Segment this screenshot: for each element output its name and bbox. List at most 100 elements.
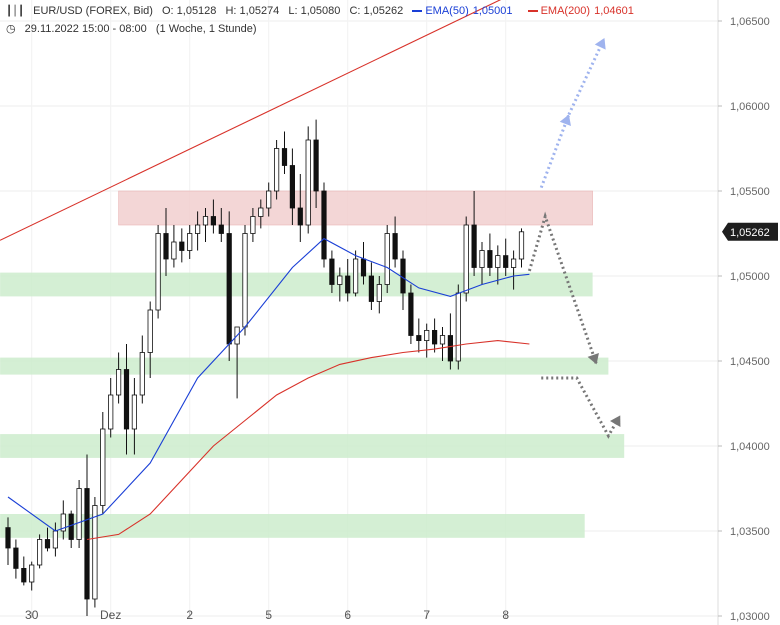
bear-arrow: [541, 376, 622, 439]
candle: [202, 208, 209, 242]
trendline-layer: [0, 0, 502, 241]
x-tick-label: 8: [502, 608, 509, 622]
candle-body: [155, 233, 161, 311]
candle-body: [226, 233, 232, 345]
candle: [487, 233, 493, 276]
candle-body: [376, 284, 382, 302]
candle-body: [305, 139, 311, 226]
candle-body: [163, 233, 169, 260]
candle-body: [37, 539, 43, 566]
candle: [273, 140, 280, 200]
bull-arrowhead: [559, 114, 571, 126]
candle-body: [321, 190, 327, 260]
bull-arrow: [539, 113, 571, 189]
candle-body: [503, 255, 509, 268]
candle-body: [242, 233, 248, 328]
ema200-legend: EMA(200) 1,04601: [527, 5, 640, 17]
bull-arrowhead: [594, 38, 606, 50]
candle: [171, 225, 177, 268]
candle-body: [258, 207, 264, 217]
candle-body: [52, 530, 59, 549]
candle-body: [447, 335, 454, 362]
candle-body: [495, 255, 501, 268]
candle: [13, 539, 19, 579]
candle-body: [100, 428, 106, 506]
candle-body: [68, 513, 74, 540]
candle-body: [471, 224, 477, 268]
candle-body: [337, 275, 343, 285]
support-zone: [0, 272, 593, 297]
candle-body: [108, 394, 114, 430]
candle: [21, 556, 27, 586]
candle: [60, 500, 66, 540]
candle-body: [139, 352, 145, 396]
candle: [100, 412, 106, 514]
zones-layer: [0, 190, 625, 538]
candle: [226, 211, 232, 361]
candle-body: [455, 292, 461, 362]
candle-body: [510, 258, 517, 268]
candle: [44, 527, 51, 552]
candle-body: [416, 335, 422, 341]
candle: [179, 228, 185, 263]
ema200-line: [86, 340, 530, 541]
candle-body: [123, 369, 130, 430]
bars-icon: ┃│┃: [6, 6, 25, 17]
candle: [463, 216, 469, 302]
support-zone: [0, 357, 609, 375]
header-line-1: ┃│┃ EUR/USD (FOREX, Bid) O: 1,05128 H: 1…: [6, 5, 646, 17]
candle-body: [313, 139, 319, 192]
last-price-tag: 1,05262: [722, 222, 778, 241]
candle: [218, 208, 224, 242]
candle-body: [202, 216, 209, 226]
ema50-legend: EMA(50) 1,05001: [412, 5, 518, 17]
candle: [68, 510, 74, 548]
low-value: L: 1,05080: [288, 5, 341, 17]
y-tick-label: 1,03000: [730, 611, 770, 623]
candle: [455, 284, 461, 370]
clock-icon: ◷: [6, 22, 16, 35]
candle: [345, 259, 351, 302]
candle: [37, 534, 43, 569]
candle-body: [84, 488, 90, 600]
candle: [289, 148, 296, 225]
y-tick-label: 1,05500: [730, 186, 770, 198]
candle-body: [392, 233, 398, 260]
candle-body: [281, 148, 288, 166]
candles-layer: [5, 119, 525, 616]
candle: [368, 262, 375, 310]
candle: [400, 250, 406, 310]
candle: [392, 216, 398, 268]
candle: [281, 131, 288, 174]
candle-body: [360, 258, 367, 277]
x-axis: 30 Dez 2 5 6 7 8: [25, 608, 509, 622]
last-price-label: 1,05262: [730, 227, 770, 239]
candle: [471, 191, 477, 276]
candle-body: [218, 224, 224, 234]
candle: [139, 335, 145, 404]
candle-body: [210, 216, 216, 226]
arrows-layer: [527, 37, 622, 439]
candle-body: [187, 233, 193, 251]
candle-body: [479, 250, 485, 268]
candle-body: [44, 539, 51, 549]
y-tick-label: 1,03500: [730, 526, 770, 538]
candle: [187, 225, 193, 259]
candle: [92, 497, 98, 608]
candle: [447, 313, 454, 370]
candle: [479, 242, 485, 285]
candle: [116, 352, 122, 404]
candle: [510, 250, 517, 290]
ema200-label: EMA(200): [540, 5, 591, 17]
candle: [210, 199, 216, 234]
bear-arrow: [527, 211, 598, 365]
candle-body: [439, 335, 446, 345]
candle: [337, 267, 343, 302]
candle: [108, 378, 114, 438]
y-tick-label: 1,06000: [730, 101, 770, 113]
candle-body: [250, 216, 256, 234]
x-tick-label: 2: [186, 608, 193, 622]
candle-body: [297, 207, 303, 226]
candle: [352, 250, 359, 297]
